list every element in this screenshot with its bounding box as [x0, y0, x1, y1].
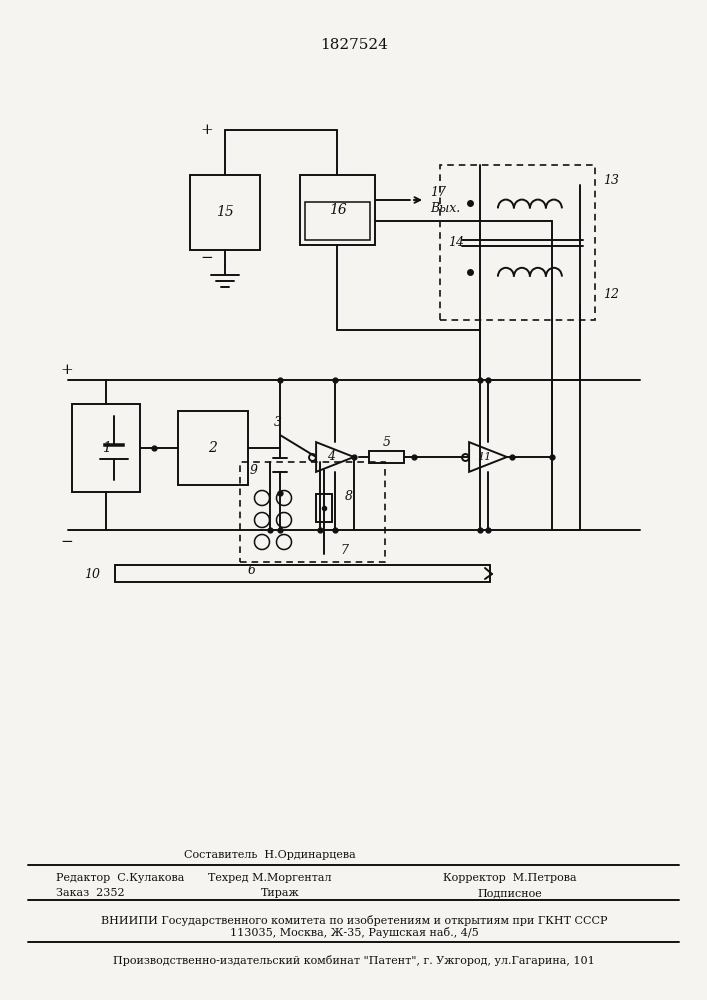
- Text: 11: 11: [477, 452, 491, 462]
- Bar: [300, 175, 375, 245]
- Bar: [305, 202, 370, 240]
- Text: Корректор  М.Петрова: Корректор М.Петрова: [443, 873, 577, 883]
- Bar: [178, 411, 248, 485]
- Text: −: −: [60, 535, 73, 549]
- Text: 17: 17: [430, 186, 446, 198]
- Text: 13: 13: [603, 174, 619, 186]
- Bar: [368, 451, 404, 463]
- Text: Редактор  С.Кулакова: Редактор С.Кулакова: [56, 873, 185, 883]
- Text: 14: 14: [448, 236, 464, 249]
- Text: Вых.: Вых.: [430, 202, 460, 215]
- Text: 4: 4: [327, 450, 335, 464]
- Text: Подписное: Подписное: [478, 888, 542, 898]
- Text: 1827524: 1827524: [320, 38, 388, 52]
- Text: 3: 3: [274, 416, 282, 430]
- Text: 6: 6: [248, 564, 256, 576]
- Text: +: +: [201, 123, 214, 137]
- Text: 7: 7: [340, 544, 349, 556]
- Text: 9: 9: [250, 464, 258, 477]
- Text: Тираж: Тираж: [261, 888, 299, 898]
- Text: ВНИИПИ Государственного комитета по изобретениям и открытиям при ГКНТ СССР: ВНИИПИ Государственного комитета по изоб…: [101, 916, 607, 926]
- Text: 2: 2: [209, 441, 218, 455]
- Text: Техред М.Моргентал: Техред М.Моргентал: [209, 873, 332, 883]
- Text: +: +: [60, 363, 73, 377]
- Text: 10: 10: [84, 568, 100, 580]
- Text: 16: 16: [329, 203, 346, 217]
- Text: Заказ  2352: Заказ 2352: [56, 888, 124, 898]
- Bar: [440, 165, 595, 320]
- Text: 12: 12: [603, 288, 619, 302]
- Bar: [240, 462, 385, 562]
- Text: 8: 8: [344, 490, 352, 504]
- Text: 15: 15: [216, 206, 234, 220]
- Text: 1: 1: [102, 441, 110, 455]
- Bar: [190, 175, 260, 250]
- Text: −: −: [201, 251, 214, 265]
- Text: Составитель  Н.Ординарцева: Составитель Н.Ординарцева: [184, 850, 356, 860]
- Bar: [316, 494, 332, 522]
- Text: 5: 5: [382, 436, 390, 450]
- Bar: [72, 404, 140, 492]
- Text: 113035, Москва, Ж-35, Раушская наб., 4/5: 113035, Москва, Ж-35, Раушская наб., 4/5: [230, 926, 479, 938]
- Text: Производственно-издательский комбинат "Патент", г. Ужгород, ул.Гагарина, 101: Производственно-издательский комбинат "П…: [113, 954, 595, 966]
